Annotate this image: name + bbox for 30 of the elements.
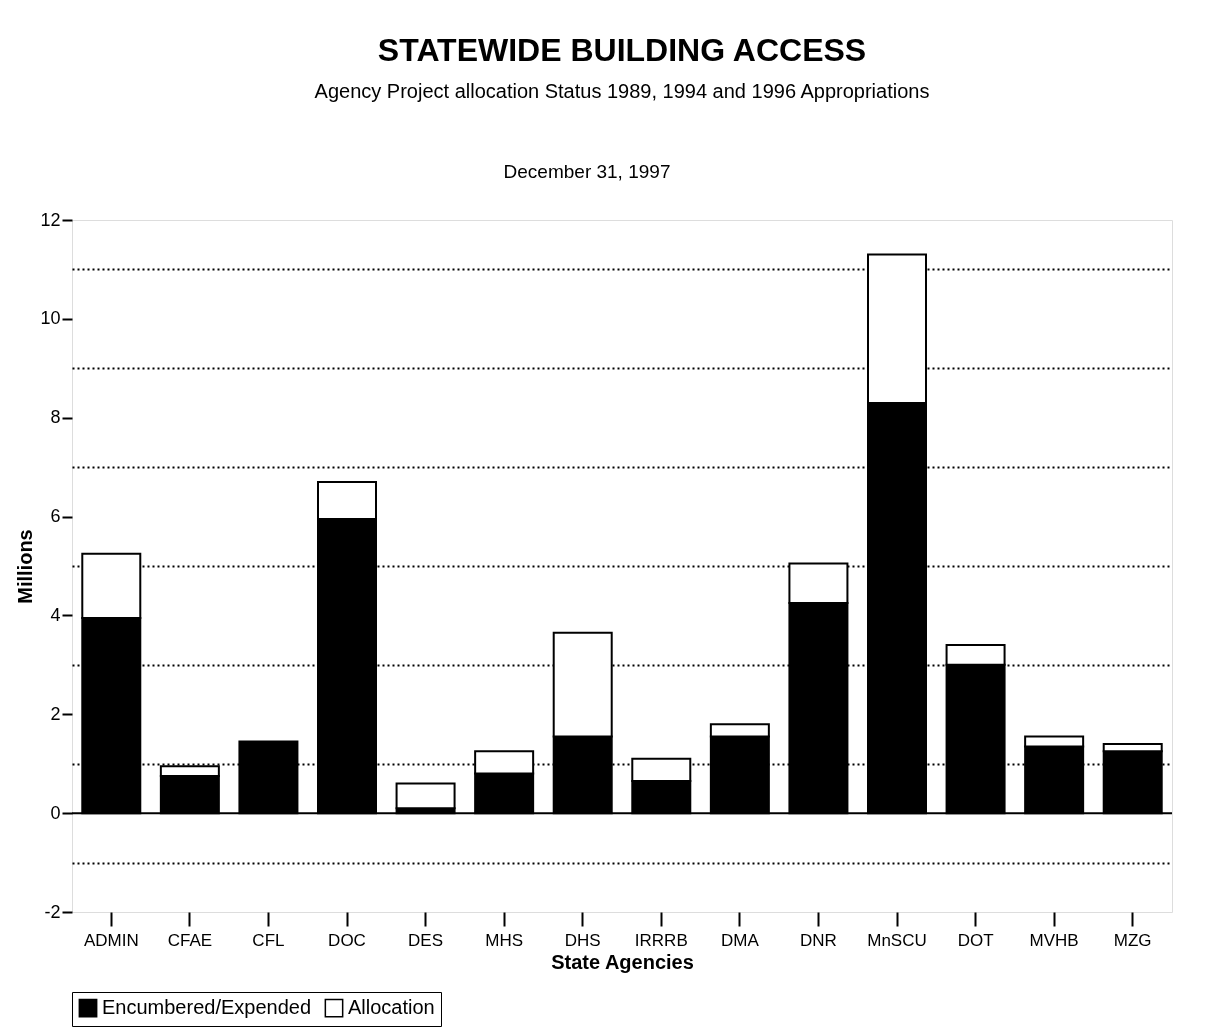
x-tick-label: DES: [408, 930, 444, 950]
y-tick-label: 12: [40, 209, 61, 230]
y-axis-title: Millions: [14, 529, 37, 604]
x-tick-label: ADMIN: [83, 930, 139, 950]
x-tick-label: DHS: [564, 930, 601, 950]
x-tick-label: DOC: [328, 930, 366, 950]
chart-title: STATEWIDE BUILDING ACCESS: [377, 32, 867, 68]
y-tick-label: 8: [50, 407, 61, 428]
legend-label: Allocation: [348, 996, 435, 1019]
x-tick-label: DMA: [720, 930, 760, 950]
y-tick-label: 2: [50, 703, 61, 724]
x-tick-label: MZG: [1113, 930, 1152, 950]
y-tick-label: 0: [50, 802, 61, 823]
x-tick-label: MVHB: [1029, 930, 1079, 950]
x-tick-label: DOT: [957, 930, 994, 950]
x-tick-label: DNR: [800, 930, 837, 950]
x-tick-label: IRRRB: [634, 930, 688, 950]
y-tick-label: 6: [50, 506, 61, 527]
chart-subtitle: Agency Project allocation Status 1989, 1994 and 1996 Appropriations: [314, 80, 930, 102]
legend-label: Encumbered/Expended: [102, 996, 312, 1019]
x-axis-title: State Agencies: [551, 950, 694, 973]
x-tick-label: MnSCU: [867, 930, 927, 950]
y-tick-label: 4: [50, 604, 61, 625]
text: December 31, 1997: [503, 161, 671, 182]
x-tick-label: CFL: [252, 930, 285, 950]
x-tick-label: MHS: [485, 930, 524, 950]
x-tick-label: CFAE: [167, 930, 213, 950]
y-tick-label: 10: [40, 308, 61, 329]
y-tick-label: -2: [44, 901, 61, 922]
bar: [395, 782, 456, 810]
